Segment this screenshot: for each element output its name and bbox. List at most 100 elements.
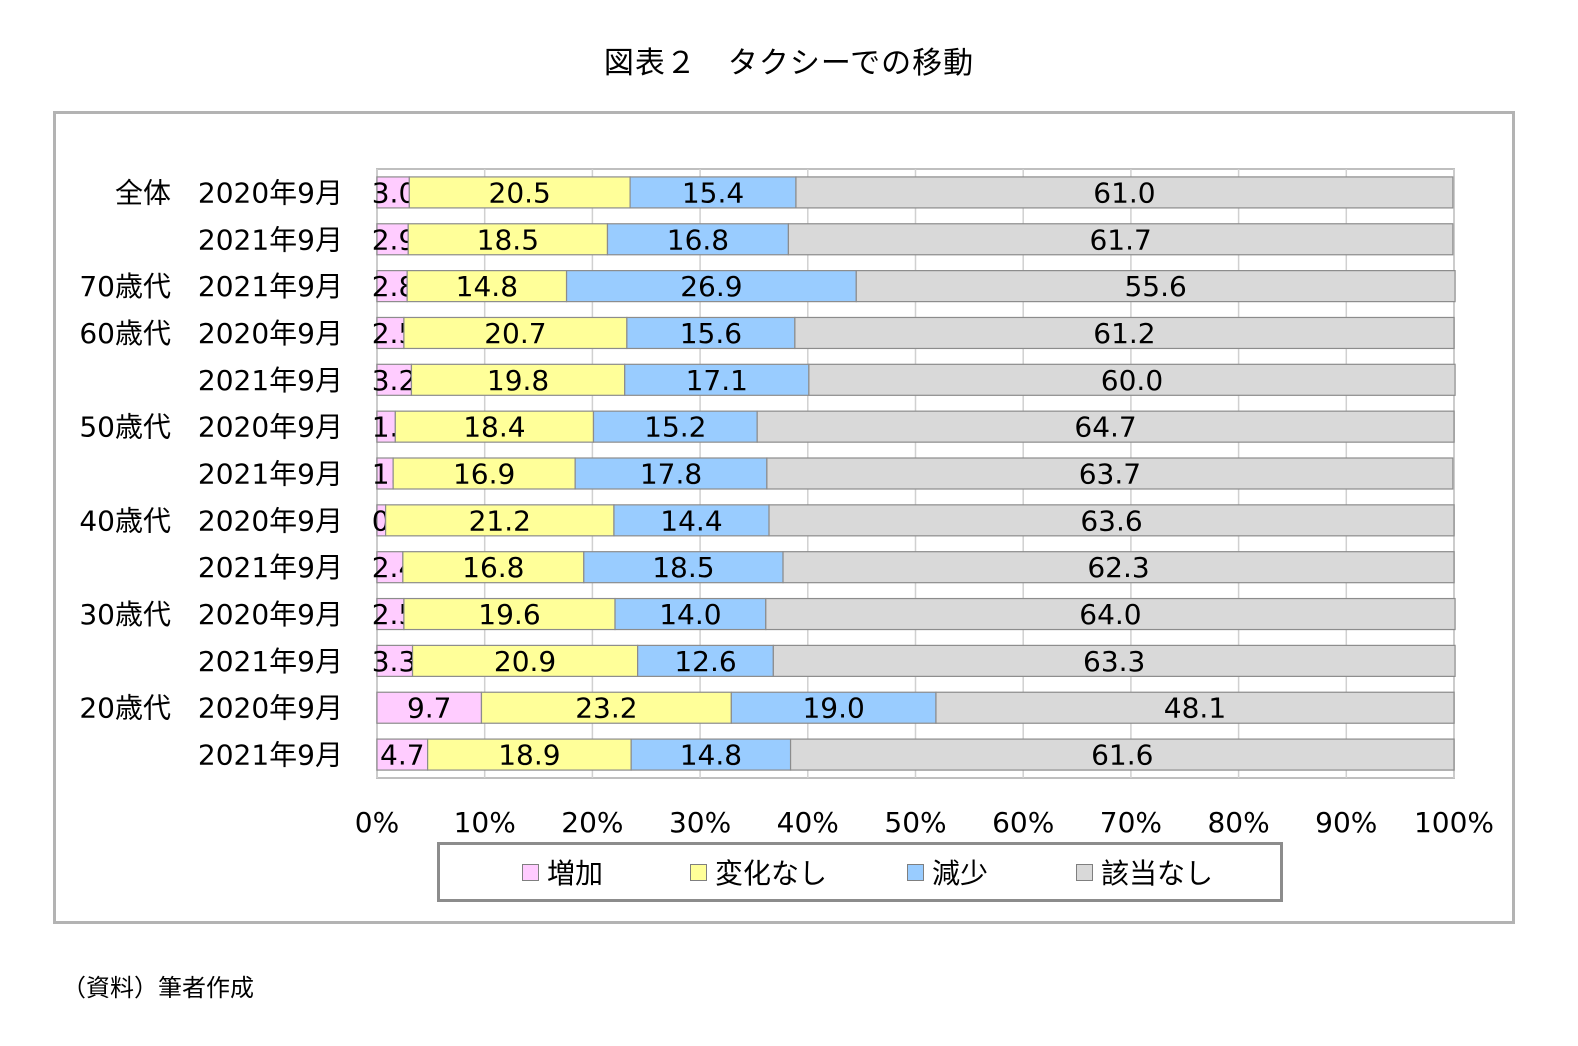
legend-item-no-change: 変化なし (690, 845, 827, 899)
legend-label-increase: 増加 (547, 857, 604, 890)
bar-segment (626, 316, 796, 350)
data-label: 18.5 (652, 551, 714, 584)
category-label: 2021年9月 (198, 739, 343, 772)
legend: 増加 変化なし 減少 該当なし (437, 842, 1283, 902)
group-label: 40歳代 (79, 504, 171, 537)
data-label: 18.5 (477, 223, 539, 256)
x-tick-label: 30% (669, 806, 731, 839)
bar-segment (376, 738, 429, 771)
data-label: 20.9 (494, 645, 556, 678)
bar-segment (935, 691, 1455, 724)
bar-segment (574, 457, 768, 490)
bar-segment (794, 316, 1455, 350)
bar-segment (624, 363, 810, 396)
category-label: 2020年9月 (198, 692, 343, 725)
bar-segment (403, 316, 628, 350)
bar-segment (592, 410, 758, 443)
data-label: 60.0 (1101, 364, 1163, 397)
group-label: 60歳代 (79, 317, 171, 350)
data-label: 9.7 (407, 692, 452, 725)
data-label: 19.8 (487, 364, 549, 397)
data-label: 19.0 (802, 692, 864, 725)
data-label: 15.4 (682, 176, 744, 209)
data-label: 16.8 (462, 551, 524, 584)
bar-segment (808, 363, 1456, 396)
category-label: 2021年9月 (198, 551, 343, 584)
category-label: 2020年9月 (198, 411, 343, 444)
data-label: 18.9 (498, 739, 560, 772)
bar-segment (630, 738, 792, 771)
bar-segment (789, 738, 1455, 771)
legend-swatch-not-applicable (1076, 863, 1093, 881)
data-label: 61.2 (1093, 317, 1155, 350)
bar-segment (782, 551, 1455, 584)
data-label: 18.4 (463, 411, 525, 444)
bar-segment (614, 597, 767, 631)
legend-label-decrease: 減少 (932, 857, 989, 890)
legend-label-not-applicable: 該当なし (1101, 857, 1214, 890)
bar-segment (765, 597, 1456, 631)
data-label: 14.4 (660, 504, 722, 537)
data-label: 23.2 (575, 692, 637, 725)
category-label: 2021年9月 (198, 645, 343, 678)
category-label: 2020年9月 (198, 176, 343, 209)
group-label: 70歳代 (79, 270, 171, 303)
bar-segment (392, 457, 576, 490)
category-label: 2021年9月 (198, 458, 343, 491)
data-label: 61.7 (1089, 223, 1151, 256)
x-tick-label: 100% (1414, 806, 1494, 839)
x-tick-label: 10% (454, 806, 516, 839)
category-label: 2020年9月 (198, 317, 343, 350)
legend-swatch-no-change (690, 863, 707, 881)
data-label: 48.1 (1164, 692, 1226, 725)
bar-segment (376, 597, 405, 631)
bar-segment (766, 457, 1454, 490)
category-label: 2021年9月 (198, 223, 343, 256)
data-label: 61.0 (1093, 176, 1155, 209)
data-label: 3.2 (372, 364, 417, 397)
bar-segment (376, 270, 408, 303)
bar-segment (606, 223, 790, 256)
bar-segment (756, 410, 1455, 443)
data-label: 16.8 (667, 223, 729, 256)
data-label: 3.3 (372, 645, 417, 678)
x-tick-label: 80% (1207, 806, 1269, 839)
bar-segment (480, 691, 732, 724)
bar-segment (787, 223, 1454, 256)
data-label: 20.5 (489, 176, 551, 209)
category-label: 2020年9月 (198, 504, 343, 537)
bar-segment (730, 691, 937, 724)
category-label: 2021年9月 (198, 270, 343, 303)
bar-segment (403, 597, 616, 631)
bar-segment (410, 363, 626, 396)
data-label: 20.7 (484, 317, 546, 350)
category-label: 2021年9月 (198, 364, 343, 397)
data-label: 15.6 (680, 317, 742, 350)
x-tick-label: 60% (992, 806, 1054, 839)
category-label: 2020年9月 (198, 598, 343, 631)
legend-item-not-applicable: 該当なし (1076, 845, 1213, 899)
data-label: 4.7 (380, 739, 425, 772)
bar-segment (427, 738, 632, 771)
data-label: 21.2 (469, 504, 531, 537)
source-note: （資料）筆者作成 (62, 974, 254, 1002)
group-label: 20歳代 (79, 692, 171, 725)
bar-segment (376, 551, 404, 584)
bar-segment (637, 644, 774, 677)
data-label: 64.7 (1074, 411, 1136, 444)
x-tick-label: 20% (561, 806, 623, 839)
data-label: 63.3 (1083, 645, 1145, 678)
x-tick-label: 70% (1100, 806, 1162, 839)
data-label: 19.6 (478, 598, 540, 631)
data-label: 12.6 (674, 645, 736, 678)
data-label: 14.0 (659, 598, 721, 631)
bar-segment (394, 410, 595, 443)
bar-segment (376, 644, 414, 677)
bar-segment (613, 504, 770, 537)
data-label: 63.7 (1079, 458, 1141, 491)
data-label: 16.9 (453, 458, 515, 491)
legend-label-no-change: 変化なし (715, 857, 828, 890)
group-label: 30歳代 (79, 598, 171, 631)
legend-swatch-decrease (907, 863, 924, 881)
